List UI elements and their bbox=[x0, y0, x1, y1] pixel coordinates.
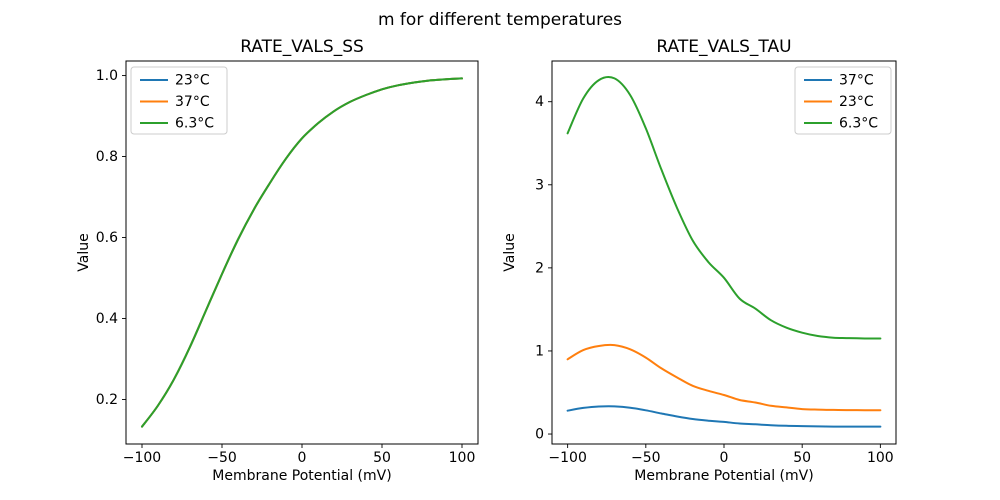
series-line bbox=[141, 77, 463, 428]
x-tick-label: 50 bbox=[373, 450, 391, 466]
subplot-title: RATE_VALS_TAU bbox=[656, 37, 791, 57]
y-tick-label: 0 bbox=[535, 427, 544, 443]
series-line bbox=[566, 76, 882, 340]
y-axis-label: Value bbox=[502, 233, 518, 271]
legend-label: 6.3°C bbox=[175, 116, 214, 132]
x-tick-label: 0 bbox=[298, 450, 307, 466]
legend-label: 23°C bbox=[175, 73, 210, 89]
x-tick-label: 100 bbox=[867, 450, 894, 466]
y-tick-label: 0.4 bbox=[96, 311, 118, 327]
x-axis-label: Membrane Potential (mV) bbox=[212, 468, 391, 484]
y-tick-label: 0.2 bbox=[96, 392, 118, 408]
x-axis-label: Membrane Potential (mV) bbox=[634, 468, 813, 484]
y-tick-label: 0.6 bbox=[96, 230, 118, 246]
y-tick-label: 3 bbox=[535, 177, 544, 193]
y-tick-label: 1.0 bbox=[96, 68, 118, 84]
x-tick-label: 50 bbox=[793, 450, 811, 466]
legend-label: 37°C bbox=[839, 73, 874, 89]
legend-box bbox=[794, 66, 892, 135]
y-tick-label: 1 bbox=[535, 343, 544, 359]
legend-label: 37°C bbox=[175, 94, 210, 110]
subplot-rate-vals-ss: −100 −50 0 50 100 0.2 0.4 0.6 0.8 1.0 RATE_VALS_SS… bbox=[76, 37, 479, 484]
x-tick-label: −100 bbox=[548, 450, 586, 466]
legend-box bbox=[130, 66, 228, 135]
series-line bbox=[566, 405, 882, 428]
y-tick-label: 0.8 bbox=[96, 149, 118, 165]
subplot-rate-vals-tau: −100 −50 0 50 100 0 1 2 3 4 RATE_VALS_TAU Membrane … bbox=[502, 37, 897, 484]
x-tick-label: −50 bbox=[631, 450, 661, 466]
y-axis-label: Value bbox=[76, 233, 92, 271]
legend-label: 23°C bbox=[839, 94, 874, 110]
x-tick-label: −100 bbox=[123, 450, 161, 466]
y-tick-label: 4 bbox=[535, 94, 544, 110]
x-tick-label: 100 bbox=[449, 450, 476, 466]
series-line bbox=[566, 343, 882, 412]
x-tick-label: −50 bbox=[207, 450, 237, 466]
legend-label: 6.3°C bbox=[839, 116, 878, 132]
y-tick-label: 2 bbox=[535, 260, 544, 276]
subplot-title: RATE_VALS_SS bbox=[240, 37, 364, 57]
figure-title: m for different temperatures bbox=[377, 10, 623, 30]
x-tick-label: 0 bbox=[720, 450, 729, 466]
